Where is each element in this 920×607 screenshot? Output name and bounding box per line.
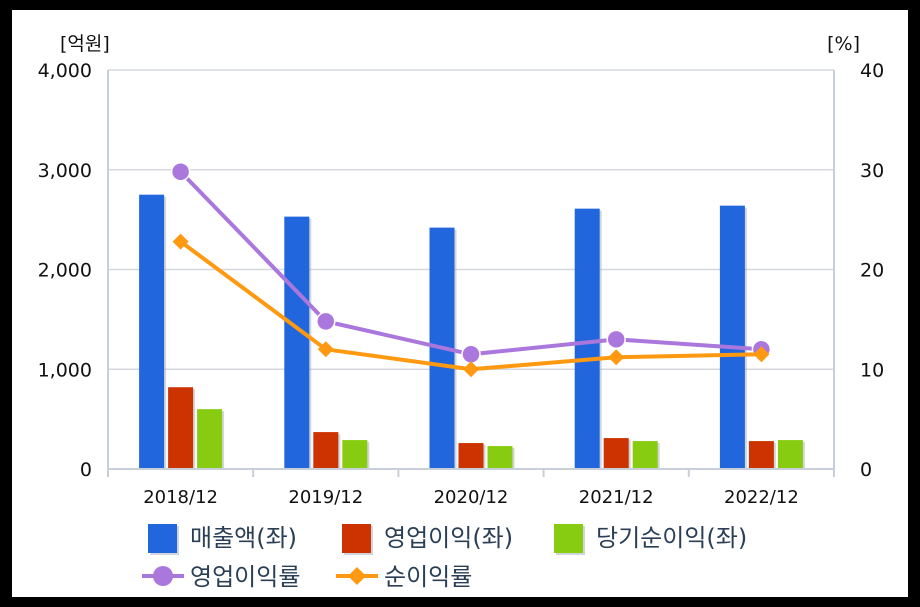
left-axis-unit: [억원]: [60, 33, 110, 55]
category-label: 2022/12: [724, 487, 799, 508]
bar: [284, 216, 310, 469]
left-tick-label: 1,000: [38, 359, 92, 381]
line-point: [608, 349, 625, 366]
category-label: 2019/12: [288, 487, 363, 508]
bar: [632, 441, 658, 469]
bar: [574, 208, 600, 469]
line-point: [317, 341, 334, 358]
series-line: [179, 170, 762, 357]
legend-label: 매출액(좌): [190, 524, 297, 552]
category-label: 2020/12: [434, 487, 509, 508]
line-point: [316, 311, 336, 332]
legend-swatch: [148, 524, 177, 553]
left-tick-label: 4,000: [38, 60, 92, 82]
bar: [748, 441, 774, 469]
left-tick-label: 0: [80, 459, 92, 481]
legend-marker: [348, 567, 366, 585]
bar: [458, 443, 484, 469]
left-tick-label: 3,000: [38, 160, 92, 182]
bar: [487, 446, 513, 469]
legend-label: 영업이익률: [190, 563, 300, 591]
legend-swatch: [342, 524, 371, 553]
right-tick-label: 0: [860, 459, 872, 481]
legend-swatch: [554, 524, 583, 553]
bar: [139, 194, 165, 469]
right-axis-unit: [%]: [827, 33, 860, 55]
bar: [342, 440, 368, 469]
line-point: [463, 361, 479, 378]
category-label: 2018/12: [143, 487, 218, 508]
bar: [719, 205, 745, 469]
bar: [197, 409, 223, 469]
legend-label: 당기순이익(좌): [596, 524, 747, 552]
chart-frame: 0 1,000 2,000 3,000 4,000 0 10 20 30 40 2018/12 201…: [12, 10, 908, 597]
line-point: [753, 346, 770, 363]
bar: [777, 440, 803, 469]
category-label: 2021/12: [579, 487, 654, 508]
line-point: [172, 233, 189, 250]
line-point: [606, 329, 626, 350]
combo-chart: 0 1,000 2,000 3,000 4,000 0 10 20 30 40 2018/12 201…: [38, 33, 899, 591]
legend-marker: [153, 566, 173, 586]
watermark: 부자의 책장: [824, 566, 898, 584]
right-tick-label: 10: [860, 359, 884, 381]
left-tick-label: 2,000: [38, 260, 92, 282]
bar: [313, 432, 339, 469]
right-tick-label: 30: [860, 160, 884, 182]
bar: [168, 387, 194, 469]
line-point: [461, 344, 481, 365]
line-point: [170, 161, 191, 182]
right-tick-label: 20: [860, 260, 884, 282]
legend-label: 순이익률: [384, 563, 472, 591]
bar: [603, 438, 629, 469]
right-tick-label: 40: [860, 60, 884, 82]
legend-label: 영업이익(좌): [384, 524, 513, 552]
